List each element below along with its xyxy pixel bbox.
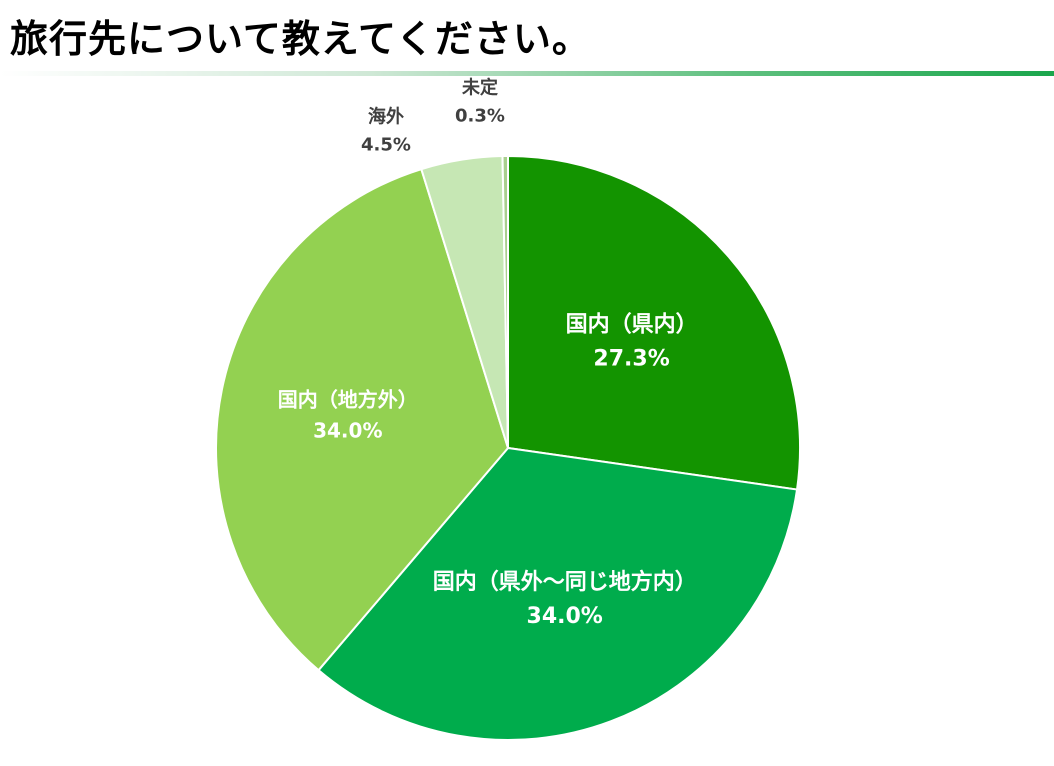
slice-value-label: 0.3% [455, 105, 505, 126]
slice-value-label: 4.5% [361, 134, 411, 155]
slice-value-label: 34.0% [527, 604, 603, 629]
page-title: 旅行先について教えてください。 [10, 17, 591, 61]
slice-value-label: 27.3% [593, 347, 669, 372]
title-underline [0, 71, 1054, 76]
pie-labels: 国内（県内） 27.3% 国内（県外～同じ地方内） 34.0% 国内（地方外） 34.0%… [278, 76, 698, 629]
slice-category-label: 国内（地方外） [278, 388, 418, 412]
slice-category-label: 国内（県外～同じ地方内） [433, 569, 697, 595]
slice-category-label: 未定 [462, 76, 498, 98]
pie-slices [215, 154, 802, 741]
pie-slice-2 [317, 446, 799, 741]
pie-slice-3 [215, 167, 510, 672]
pie-slice-1 [507, 154, 802, 491]
slice-category-label: 海外 [368, 105, 404, 127]
slice-value-label: 34.0% [313, 419, 382, 443]
pie-slice-5 [501, 154, 509, 449]
slice-category-label: 国内（県内） [566, 313, 698, 338]
